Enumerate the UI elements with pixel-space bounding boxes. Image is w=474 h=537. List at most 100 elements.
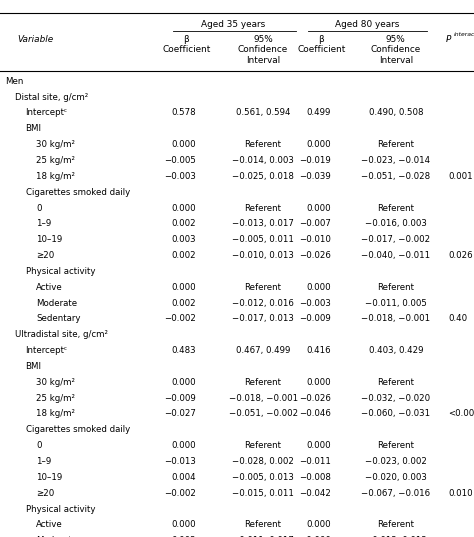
Text: β
Coefficient: β Coefficient <box>297 35 346 54</box>
Text: BMI: BMI <box>26 125 42 133</box>
Text: 0.499: 0.499 <box>307 108 331 118</box>
Text: 0.000: 0.000 <box>171 282 196 292</box>
Text: −0.011, 0.017: −0.011, 0.017 <box>232 536 294 537</box>
Text: 0.561, 0.594: 0.561, 0.594 <box>236 108 290 118</box>
Text: −0.025, 0.018: −0.025, 0.018 <box>232 172 294 181</box>
Text: interaction: interaction <box>454 32 474 37</box>
Text: −0.017, 0.013: −0.017, 0.013 <box>232 315 294 323</box>
Text: −0.013: −0.013 <box>164 457 196 466</box>
Text: Moderate: Moderate <box>36 299 77 308</box>
Text: 0.000: 0.000 <box>306 441 331 450</box>
Text: Variable: Variable <box>18 35 54 44</box>
Text: 0.000: 0.000 <box>306 204 331 213</box>
Text: −0.027: −0.027 <box>164 409 196 418</box>
Text: 0.000: 0.000 <box>171 441 196 450</box>
Text: −0.011: −0.011 <box>299 457 331 466</box>
Text: −0.051, −0.002: −0.051, −0.002 <box>228 409 298 418</box>
Text: −0.046: −0.046 <box>299 409 331 418</box>
Text: 95%
Confidence
Interval: 95% Confidence Interval <box>371 35 421 64</box>
Text: −0.005, 0.011: −0.005, 0.011 <box>232 235 294 244</box>
Text: −0.010: −0.010 <box>299 235 331 244</box>
Text: Referent: Referent <box>377 520 414 529</box>
Text: 25 kg/m²: 25 kg/m² <box>36 156 75 165</box>
Text: −0.014, 0.003: −0.014, 0.003 <box>232 156 294 165</box>
Text: 0.40: 0.40 <box>448 315 467 323</box>
Text: −0.016, 0.003: −0.016, 0.003 <box>365 219 427 228</box>
Text: 0.000: 0.000 <box>306 520 331 529</box>
Text: 30 kg/m²: 30 kg/m² <box>36 378 75 387</box>
Text: 0.000: 0.000 <box>171 378 196 387</box>
Text: 0.000: 0.000 <box>306 282 331 292</box>
Text: 0: 0 <box>36 441 42 450</box>
Text: β
Coefficient: β Coefficient <box>162 35 210 54</box>
Text: Aged 35 years: Aged 35 years <box>201 20 265 29</box>
Text: −0.051, −0.028: −0.051, −0.028 <box>361 172 430 181</box>
Text: −0.018, −0.001: −0.018, −0.001 <box>361 315 430 323</box>
Text: 10–19: 10–19 <box>36 235 62 244</box>
Text: −0.008: −0.008 <box>299 473 331 482</box>
Text: 0.003: 0.003 <box>171 235 196 244</box>
Text: −0.000: −0.000 <box>299 536 331 537</box>
Text: Physical activity: Physical activity <box>26 505 95 513</box>
Text: 95%
Confidence
Interval: 95% Confidence Interval <box>238 35 288 64</box>
Text: −0.023, −0.014: −0.023, −0.014 <box>361 156 430 165</box>
Text: P: P <box>446 35 451 44</box>
Text: BMI: BMI <box>26 362 42 371</box>
Text: Aged 80 years: Aged 80 years <box>335 20 400 29</box>
Text: Referent: Referent <box>245 378 282 387</box>
Text: Distal site, g/cm²: Distal site, g/cm² <box>15 92 89 101</box>
Text: −0.015, 0.011: −0.015, 0.011 <box>232 489 294 498</box>
Text: 0.000: 0.000 <box>306 378 331 387</box>
Text: Moderate: Moderate <box>36 536 77 537</box>
Text: Referent: Referent <box>377 441 414 450</box>
Text: 0.000: 0.000 <box>171 140 196 149</box>
Text: 0: 0 <box>36 204 42 213</box>
Text: −0.002: −0.002 <box>164 489 196 498</box>
Text: −0.018, −0.001: −0.018, −0.001 <box>228 394 298 403</box>
Text: 1–9: 1–9 <box>36 457 51 466</box>
Text: Active: Active <box>36 520 63 529</box>
Text: −0.017, −0.002: −0.017, −0.002 <box>361 235 430 244</box>
Text: 10–19: 10–19 <box>36 473 62 482</box>
Text: −0.019: −0.019 <box>299 156 331 165</box>
Text: 0.403, 0.429: 0.403, 0.429 <box>369 346 423 355</box>
Text: 0.490, 0.508: 0.490, 0.508 <box>369 108 423 118</box>
Text: −0.009: −0.009 <box>164 394 196 403</box>
Text: Referent: Referent <box>245 282 282 292</box>
Text: 0.483: 0.483 <box>171 346 196 355</box>
Text: −0.007: −0.007 <box>299 219 331 228</box>
Text: Referent: Referent <box>245 204 282 213</box>
Text: −0.012, 0.012: −0.012, 0.012 <box>365 536 427 537</box>
Text: −0.005, 0.013: −0.005, 0.013 <box>232 473 294 482</box>
Text: 25 kg/m²: 25 kg/m² <box>36 394 75 403</box>
Text: Ultradistal site, g/cm²: Ultradistal site, g/cm² <box>15 330 108 339</box>
Text: Cigarettes smoked daily: Cigarettes smoked daily <box>26 425 130 434</box>
Text: Interceptᶜ: Interceptᶜ <box>26 346 68 355</box>
Text: −0.005: −0.005 <box>164 156 196 165</box>
Text: 0.003: 0.003 <box>171 536 196 537</box>
Text: 0.026: 0.026 <box>448 251 473 260</box>
Text: −0.003: −0.003 <box>164 172 196 181</box>
Text: −0.032, −0.020: −0.032, −0.020 <box>361 394 430 403</box>
Text: 0.000: 0.000 <box>171 520 196 529</box>
Text: ≥20: ≥20 <box>36 251 55 260</box>
Text: −0.026: −0.026 <box>299 394 331 403</box>
Text: Referent: Referent <box>245 441 282 450</box>
Text: 18 kg/m²: 18 kg/m² <box>36 172 75 181</box>
Text: 1–9: 1–9 <box>36 219 51 228</box>
Text: −0.002: −0.002 <box>164 315 196 323</box>
Text: Referent: Referent <box>377 204 414 213</box>
Text: 0.010: 0.010 <box>448 489 473 498</box>
Text: 30 kg/m²: 30 kg/m² <box>36 140 75 149</box>
Text: Cigarettes smoked daily: Cigarettes smoked daily <box>26 188 130 197</box>
Text: 18 kg/m²: 18 kg/m² <box>36 409 75 418</box>
Text: Men: Men <box>5 77 23 86</box>
Text: Sedentary: Sedentary <box>36 315 81 323</box>
Text: Active: Active <box>36 282 63 292</box>
Text: Referent: Referent <box>377 140 414 149</box>
Text: 0.004: 0.004 <box>171 473 196 482</box>
Text: 0.002: 0.002 <box>171 251 196 260</box>
Text: −0.011, 0.005: −0.011, 0.005 <box>365 299 427 308</box>
Text: Referent: Referent <box>245 520 282 529</box>
Text: 0.000: 0.000 <box>306 140 331 149</box>
